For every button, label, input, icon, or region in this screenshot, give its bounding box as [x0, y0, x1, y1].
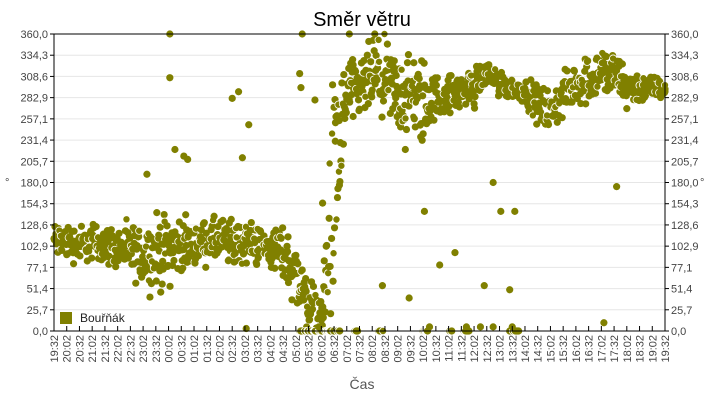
y-tick-label: 51,4	[27, 284, 48, 296]
chart-title: Směr větru	[313, 9, 411, 31]
x-tick-label: 02:32	[227, 335, 239, 363]
x-tick-label: 17:32	[609, 335, 621, 363]
y-tick-label-right: 128,6	[671, 220, 699, 232]
x-tick-label: 16:02	[571, 335, 583, 363]
x-tick-label: 14:32	[533, 335, 545, 363]
y-tick-label-right: 102,9	[671, 241, 699, 253]
x-tick-label: 05:02	[291, 335, 303, 363]
x-tick-label: 00:02	[164, 335, 176, 363]
x-tick-label: 01:32	[202, 335, 214, 363]
x-tick-label: 08:32	[380, 335, 392, 363]
x-tick-label: 04:02	[265, 335, 277, 363]
y-tick-label: 154,3	[20, 199, 48, 211]
x-tick-label: 16:32	[584, 335, 596, 363]
y-tick-label: 128,6	[20, 220, 48, 232]
x-tick-label: 02:02	[214, 335, 226, 363]
x-tick-label: 22:02	[113, 335, 125, 363]
y-tick-label-right: 0,0	[671, 326, 686, 338]
y-tick-label-right: 51,4	[671, 284, 692, 296]
y-tick-label: 360,0	[20, 29, 48, 41]
y-tick-label-right: 180,0	[671, 178, 699, 190]
x-tick-label: 23:32	[151, 335, 163, 363]
y-tick-label: 231,4	[20, 135, 48, 147]
x-tick-labels: 19:32 20:02 20:32 21:02 21:32 22:02 22:32 23:02…	[49, 326, 672, 363]
x-tick-label: 06:02	[316, 335, 328, 363]
y-tick-label: 205,7	[20, 156, 48, 168]
y-tick-label: 257,1	[20, 114, 48, 126]
y-tick-label: 25,7	[27, 305, 48, 317]
x-axis-label: Čas	[350, 376, 375, 392]
y-tick-label-right: 205,7	[671, 156, 699, 168]
y-tick-label: 334,3	[20, 50, 48, 62]
x-tick-label: 17:02	[596, 335, 608, 363]
x-tick-label: 18:02	[622, 335, 634, 363]
x-tick-label: 06:32	[329, 335, 341, 363]
x-tick-label: 11:32	[456, 335, 468, 362]
y-tick-label-right: 282,9	[671, 93, 699, 105]
y-tick-label-right: 25,7	[671, 305, 692, 317]
legend-swatch	[60, 312, 72, 324]
x-tick-label: 12:32	[482, 335, 494, 363]
x-tick-label: 18:32	[635, 335, 647, 363]
x-tick-label: 09:02	[393, 335, 405, 363]
x-tick-label: 05:32	[304, 335, 316, 363]
x-tick-label: 21:32	[100, 335, 112, 363]
y-tick-label: 180,0	[20, 178, 48, 190]
x-tick-label: 14:02	[520, 335, 532, 363]
y-tick-label: 282,9	[20, 93, 48, 105]
x-tick-label: 13:32	[507, 335, 519, 363]
x-tick-label: 00:32	[176, 335, 188, 363]
legend-label: Bouřňák	[80, 311, 126, 325]
y-tick-label-right: 334,3	[671, 50, 699, 62]
x-tick-label: 07:02	[342, 335, 354, 363]
legend: Bouřňák	[60, 311, 126, 325]
y-tick-label-right: 154,3	[671, 199, 699, 211]
x-tick-label: 03:02	[240, 335, 252, 363]
x-tick-label: 13:02	[495, 335, 507, 363]
y-tick-label: 308,6	[20, 71, 48, 83]
y-tick-label-right: 308,6	[671, 71, 699, 83]
x-tick-label: 12:02	[469, 335, 481, 363]
y-tick-label-right: 257,1	[671, 114, 699, 126]
y-tick-label-right: 77,1	[671, 262, 692, 274]
x-tick-label: 19:02	[647, 335, 659, 363]
y-axis-label-right: °	[700, 177, 704, 189]
x-tick-label: 15:32	[558, 335, 570, 363]
x-tick-label: 11:02	[444, 335, 456, 362]
y-tick-label: 77,1	[27, 262, 48, 274]
x-tick-label: 10:02	[418, 335, 430, 363]
x-tick-label: 19:32	[49, 335, 61, 363]
x-tick-label: 19:32	[660, 335, 672, 363]
x-tick-label: 20:32	[74, 335, 86, 363]
x-tick-label: 15:02	[545, 335, 557, 363]
y-tick-label: 102,9	[20, 241, 48, 253]
y-tick-label-right: 231,4	[671, 135, 699, 147]
x-tick-label: 01:02	[189, 335, 201, 363]
x-tick-label: 03:32	[253, 335, 265, 363]
x-tick-label: 09:32	[405, 335, 417, 363]
y-tick-labels: 0,0 0,0 25,7 25,7 51,4 51,4 77,1 77,1 102,9 102,9…	[20, 29, 698, 338]
data-points	[50, 29, 670, 335]
x-tick-label: 20:02	[62, 335, 74, 363]
x-tick-label: 23:02	[138, 335, 150, 363]
y-axis-label-left: °	[5, 177, 9, 189]
x-tick-label: 10:32	[431, 335, 443, 363]
x-tick-label: 07:32	[355, 335, 367, 363]
y-tick-label: 0,0	[33, 326, 48, 338]
x-tick-label: 21:02	[87, 335, 99, 363]
x-tick-label: 08:02	[367, 335, 379, 363]
x-tick-label: 04:32	[278, 335, 290, 363]
y-tick-label-right: 360,0	[671, 29, 699, 41]
x-tick-label: 22:32	[125, 335, 137, 363]
